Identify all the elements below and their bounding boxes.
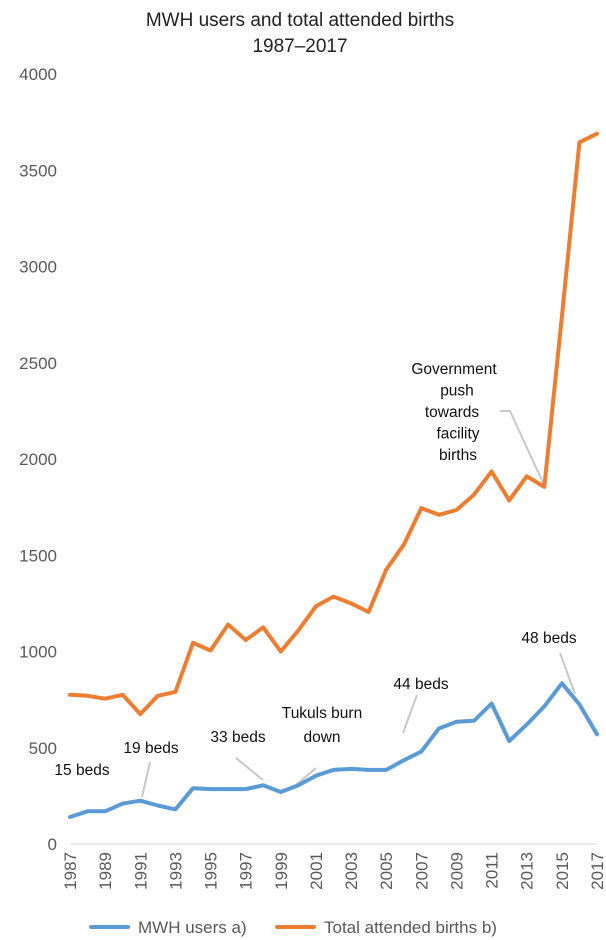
annotation-leader-line xyxy=(295,767,317,786)
annotation-label: 15 beds xyxy=(54,762,109,779)
chart-title-line-1: MWH users and total attended births xyxy=(146,10,454,31)
x-tick-label: 2009 xyxy=(447,852,466,890)
x-tick-label: 1991 xyxy=(131,852,150,890)
x-tick-label: 2005 xyxy=(377,852,396,890)
x-tick-label: 1999 xyxy=(272,852,291,890)
x-tick-label: 1993 xyxy=(166,852,185,890)
annotations: 15 beds 19 beds 33 beds Tukuls burn down 44 b… xyxy=(54,361,576,779)
annotation-label: births xyxy=(439,447,477,464)
x-tick-label: 2003 xyxy=(342,852,361,890)
y-tick-label: 1000 xyxy=(19,643,57,662)
x-tick-label: 1987 xyxy=(61,852,80,890)
x-tick-label: 2013 xyxy=(518,852,537,890)
legend-item-mwh-users: MWH users a) xyxy=(89,918,247,937)
annotation-label: towards xyxy=(425,404,480,421)
annotation-label: 48 beds xyxy=(521,630,576,647)
x-tick-label: 2015 xyxy=(553,852,572,890)
series-lines xyxy=(68,131,599,819)
chart-title: MWH users and total attended births 1987… xyxy=(146,10,454,57)
series-line-mwh-users xyxy=(68,681,599,819)
x-tick-label: 1995 xyxy=(202,852,221,890)
y-tick-label: 0 xyxy=(48,835,57,854)
legend-label: MWH users a) xyxy=(138,918,247,937)
annotation-leaders xyxy=(141,410,576,798)
y-tick-label: 2000 xyxy=(19,450,57,469)
legend: MWH users a) Total attended births b) xyxy=(89,918,497,937)
annotation-label: Government xyxy=(411,361,497,378)
annotation-leader-line xyxy=(141,761,151,798)
annotation-leader-line xyxy=(500,410,545,486)
x-tick-label: 1989 xyxy=(96,852,115,890)
legend-label: Total attended births b) xyxy=(324,918,497,937)
x-tick-label: 2001 xyxy=(307,852,326,890)
annotation-leader-line xyxy=(235,757,264,781)
x-tick-label: 1997 xyxy=(237,852,256,890)
y-tick-label: 1500 xyxy=(19,546,57,565)
x-tick-label: 2011 xyxy=(483,852,502,889)
y-tick-label: 500 xyxy=(29,739,57,758)
y-axis: 0 500 1000 1500 2000 2500 3000 3500 4000 xyxy=(19,65,57,854)
y-tick-label: 3500 xyxy=(19,161,57,180)
y-tick-label: 2500 xyxy=(19,354,57,373)
x-axis: 1987 1989 1991 1993 1995 1997 1999 2001 2003 2005… xyxy=(61,843,606,890)
annotation-leader-line xyxy=(402,694,418,734)
annotation-label: facility xyxy=(436,426,479,443)
y-tick-label: 4000 xyxy=(19,65,57,84)
x-tick-label: 2017 xyxy=(588,852,606,890)
x-tick-label: 2007 xyxy=(412,852,431,890)
annotation-label: 19 beds xyxy=(123,740,178,757)
annotation-label: 44 beds xyxy=(393,676,448,693)
annotation-label: 33 beds xyxy=(210,729,265,746)
annotation-label: down xyxy=(303,729,340,746)
series-line-total-attended-births xyxy=(68,131,599,717)
legend-item-total-attended-births: Total attended births b) xyxy=(275,918,497,937)
annotation-label: push xyxy=(440,383,474,400)
chart-title-line-2: 1987–2017 xyxy=(252,36,347,57)
y-tick-label: 3000 xyxy=(19,258,57,277)
annotation-leader-line xyxy=(559,652,576,695)
annotation-label: Tukuls burn xyxy=(282,705,362,722)
